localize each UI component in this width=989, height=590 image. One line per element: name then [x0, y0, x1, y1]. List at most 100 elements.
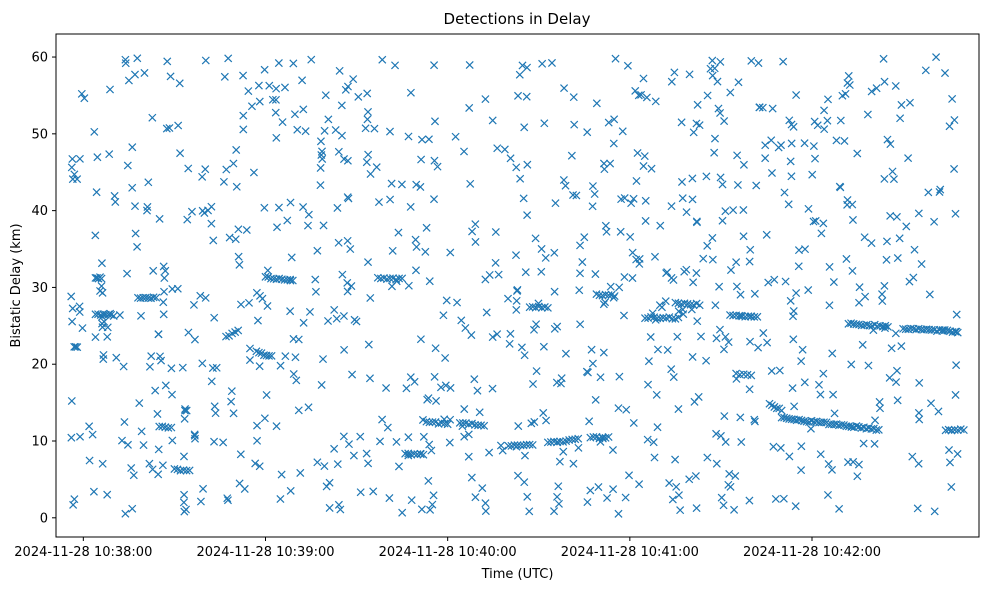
- detection-marker: [436, 383, 446, 392]
- detection-marker: [567, 151, 576, 160]
- detection-marker: [260, 65, 269, 74]
- detection-marker: [752, 181, 761, 190]
- detection-marker: [175, 79, 184, 88]
- track-detection-marker: [398, 274, 407, 283]
- track-detection-marker: [738, 312, 747, 321]
- detection-marker: [422, 223, 431, 232]
- track-detection-marker: [867, 424, 876, 433]
- detection-marker: [816, 390, 825, 399]
- detection-marker: [236, 300, 245, 309]
- track-detection-marker: [951, 327, 960, 336]
- detection-marker: [255, 362, 264, 371]
- detection-marker: [240, 484, 249, 493]
- detection-marker: [346, 245, 355, 254]
- detection-marker: [356, 488, 365, 497]
- detection-marker: [809, 142, 818, 151]
- detection-marker: [947, 482, 956, 492]
- detection-marker: [153, 409, 162, 418]
- detection-marker: [930, 217, 939, 226]
- detection-marker: [338, 270, 347, 279]
- detection-marker: [451, 132, 460, 141]
- detection-marker: [337, 101, 346, 110]
- track-detection-marker: [674, 299, 683, 308]
- detection-marker: [145, 459, 154, 468]
- detection-marker: [481, 499, 490, 508]
- detection-marker: [154, 330, 163, 339]
- track-detection-marker: [107, 310, 116, 319]
- detection-marker: [550, 324, 559, 333]
- detection-marker: [708, 71, 717, 80]
- detection-marker: [694, 392, 703, 401]
- detection-marker: [825, 262, 834, 271]
- detection-marker: [583, 368, 592, 377]
- detection-marker: [547, 58, 556, 67]
- detection-marker: [891, 81, 900, 91]
- detection-marker: [703, 241, 712, 250]
- detection-marker: [688, 352, 697, 361]
- detection-marker: [550, 248, 559, 257]
- detection-marker: [747, 56, 756, 65]
- detection-marker: [797, 442, 806, 451]
- detection-marker: [181, 405, 190, 414]
- detection-marker: [494, 270, 503, 279]
- detection-marker: [144, 178, 153, 187]
- detection-marker: [859, 439, 868, 448]
- detection-marker: [532, 320, 541, 329]
- detection-marker: [168, 436, 177, 445]
- detection-marker: [488, 116, 497, 125]
- detection-marker: [591, 395, 600, 404]
- detection-marker: [588, 182, 597, 191]
- detection-marker: [184, 164, 193, 173]
- detection-marker: [496, 441, 505, 450]
- detection-marker: [914, 209, 923, 218]
- track-detection-marker: [729, 311, 738, 320]
- detection-marker: [154, 445, 163, 454]
- detection-marker: [333, 203, 342, 212]
- detection-marker: [622, 405, 631, 414]
- detection-marker: [404, 433, 413, 442]
- detection-marker: [677, 177, 687, 186]
- detection-marker: [615, 283, 624, 292]
- detection-marker: [891, 329, 900, 338]
- detection-marker: [662, 269, 671, 278]
- detection-marker: [105, 150, 114, 159]
- detection-marker: [99, 350, 108, 359]
- track-detection-marker: [680, 299, 689, 308]
- detection-marker: [691, 472, 700, 481]
- detection-marker: [80, 94, 89, 103]
- detection-marker: [148, 113, 157, 122]
- track-detection-marker: [185, 466, 194, 475]
- detection-marker: [798, 345, 807, 354]
- detection-marker: [190, 434, 200, 443]
- detection-marker: [491, 228, 500, 237]
- detection-marker: [475, 408, 484, 417]
- detection-marker: [522, 63, 532, 72]
- track-detection-marker: [819, 418, 829, 427]
- detection-marker: [482, 308, 491, 317]
- track-detection-marker: [874, 425, 883, 434]
- detection-marker: [375, 437, 385, 446]
- track-detection-marker: [158, 422, 167, 431]
- track-detection-marker: [480, 421, 489, 430]
- detection-marker: [514, 422, 523, 431]
- detection-marker: [128, 183, 137, 192]
- detection-marker: [789, 335, 798, 344]
- detection-marker: [92, 188, 101, 197]
- detection-marker: [915, 415, 924, 424]
- detection-marker: [792, 90, 801, 100]
- track-detection-marker: [782, 414, 791, 423]
- detection-marker: [187, 207, 196, 216]
- detection-marker: [677, 118, 686, 127]
- detection-marker: [667, 77, 676, 86]
- detection-marker: [721, 332, 730, 341]
- detection-marker: [67, 396, 76, 406]
- detection-marker: [734, 78, 743, 87]
- detection-marker: [133, 54, 142, 63]
- detection-marker: [127, 464, 136, 473]
- detection-marker: [318, 355, 328, 364]
- detection-marker: [665, 479, 674, 488]
- detection-marker: [276, 494, 285, 504]
- detection-marker: [781, 277, 790, 286]
- track-detection-marker: [947, 426, 956, 435]
